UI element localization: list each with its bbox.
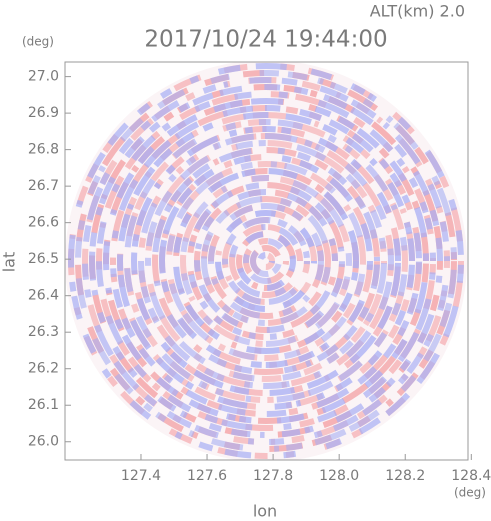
radar-ring (138, 133, 394, 389)
x-tick-label: 128.4 (451, 468, 491, 484)
y-tick-label: 26.1 (28, 397, 59, 413)
radar-ring (222, 217, 310, 305)
radar-ring (194, 189, 338, 333)
radar-ring (243, 238, 289, 284)
y-unit: (deg) (22, 35, 54, 49)
radar-ring (229, 224, 303, 298)
radar-ring (152, 147, 380, 375)
radar-ring (250, 245, 282, 277)
radar-ring (173, 168, 359, 354)
radar-ring (201, 196, 331, 326)
x-tick-label: 128.2 (385, 468, 425, 484)
radar-ring (145, 140, 387, 382)
radar-ring (89, 84, 443, 438)
y-tick-label: 27.0 (28, 69, 59, 85)
x-tick-label: 127.4 (121, 468, 161, 484)
radar-ring (145, 140, 387, 382)
radar-field (65, 62, 467, 460)
plot-frame (64, 61, 469, 461)
radar-ring (257, 252, 275, 270)
x-unit: (deg) (454, 486, 486, 500)
y-tick-label: 26.2 (28, 361, 59, 377)
radar-ring (68, 63, 464, 459)
y-tick-label: 26.5 (28, 251, 59, 267)
radar-ring (110, 105, 422, 417)
radar-ring (166, 161, 366, 361)
radar-ring (152, 147, 380, 375)
y-tick-label: 26.3 (28, 324, 59, 340)
y-tick-label: 26.6 (28, 215, 59, 231)
radar-ring (215, 210, 317, 312)
subtitle: ALT(km) 2.0 (370, 2, 465, 21)
radar-ring (201, 196, 331, 326)
radar-ring (236, 231, 296, 291)
radar-ring (96, 91, 436, 431)
x-tick-label: 127.8 (253, 468, 293, 484)
y-tick-label: 26.9 (28, 105, 59, 121)
radar-ring (159, 154, 373, 368)
x-tick-label: 127.6 (187, 468, 227, 484)
x-tick-label: 128.0 (319, 468, 359, 484)
y-tick-label: 26.7 (28, 178, 59, 194)
radar-ring (208, 203, 324, 319)
y-tick-label: 26.8 (28, 142, 59, 158)
y-axis-label: lat (0, 252, 19, 273)
radar-ring (103, 98, 429, 424)
chart-title: 2017/10/24 19:44:00 (144, 27, 387, 53)
radar-ring (236, 231, 296, 291)
y-tick-label: 26.0 (28, 434, 59, 450)
radar-ring (124, 119, 408, 403)
radar-ring (180, 175, 352, 347)
y-tick-label: 26.4 (28, 288, 59, 304)
x-axis-label: lon (253, 502, 277, 521)
radar-ring (75, 70, 457, 452)
radar-ring (117, 112, 415, 410)
radar-ring (131, 126, 401, 396)
radar-ring (82, 77, 450, 445)
